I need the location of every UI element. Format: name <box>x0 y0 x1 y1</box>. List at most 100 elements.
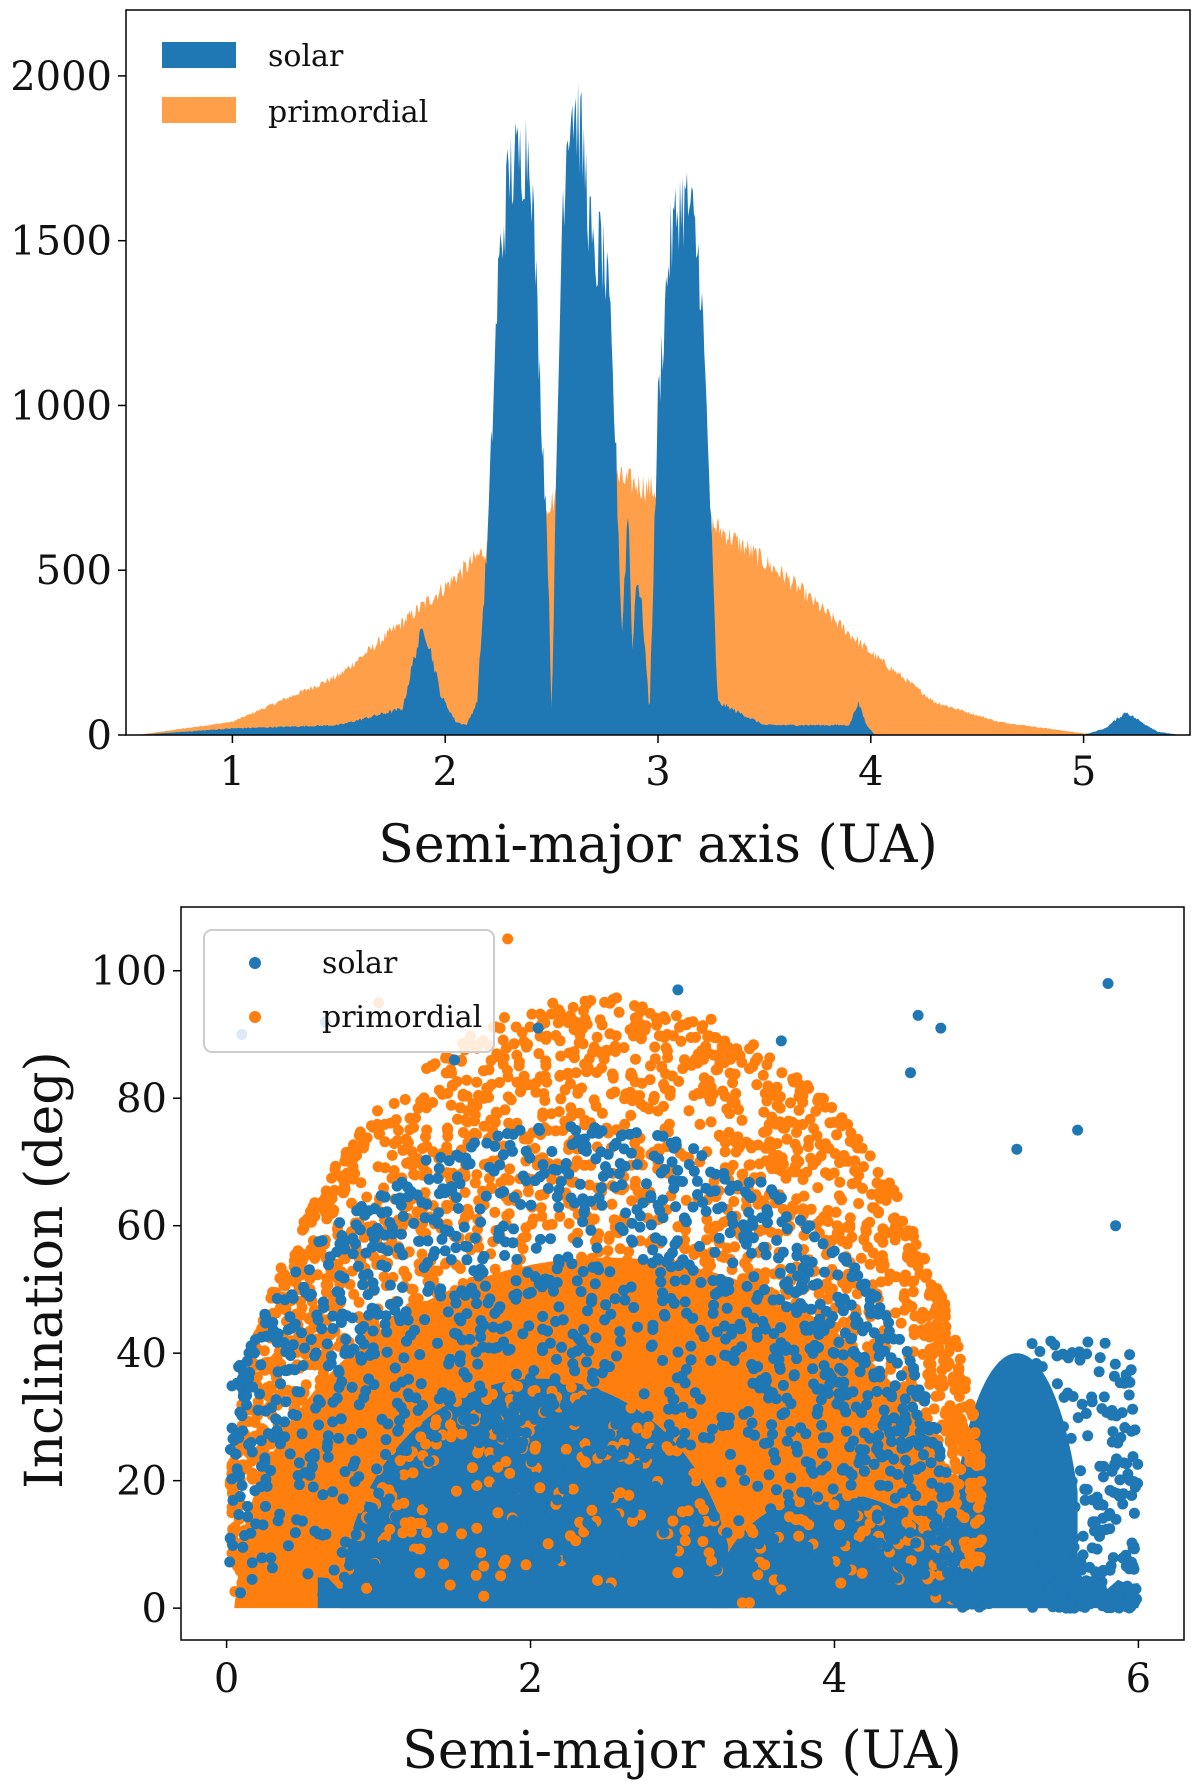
primordial-point <box>414 1543 426 1555</box>
solar-point <box>743 1537 755 1549</box>
primordial-point <box>451 1076 463 1088</box>
primordial-point <box>833 1190 845 1202</box>
primordial-point <box>744 1597 755 1609</box>
solar-point <box>726 1211 738 1222</box>
solar-point <box>437 1183 449 1195</box>
solar-point <box>438 1473 450 1485</box>
solar-point <box>1117 1498 1129 1510</box>
primordial-point <box>502 933 514 945</box>
primordial-point <box>698 1504 710 1515</box>
solar-point <box>530 1471 542 1483</box>
primordial-point <box>614 1243 626 1255</box>
primordial-point <box>719 1146 731 1158</box>
solar-point <box>577 1193 589 1205</box>
solar-point <box>849 1262 861 1274</box>
solar-point <box>436 1233 448 1245</box>
primordial-point <box>432 1328 443 1340</box>
primordial-point <box>915 1313 927 1325</box>
primordial-point <box>733 1141 745 1153</box>
primordial-point <box>899 1288 911 1300</box>
solar-point <box>874 1537 886 1549</box>
solar-point <box>371 1463 383 1475</box>
primordial-point <box>514 1307 525 1319</box>
solar-point <box>1093 1366 1105 1378</box>
solar-point <box>816 1447 828 1459</box>
primordial-point <box>592 1574 603 1586</box>
solar-point <box>391 1397 403 1409</box>
solar-point <box>546 1146 558 1157</box>
primordial-point <box>445 1099 457 1111</box>
solar-point <box>596 1434 608 1446</box>
solar-point <box>450 1242 462 1254</box>
solar-low-inclination-band <box>317 1576 1139 1609</box>
solar-point <box>760 1372 772 1383</box>
primordial-point <box>875 1262 887 1274</box>
primordial-point <box>574 1107 586 1119</box>
solar-point <box>910 1537 922 1549</box>
solar-point <box>658 1309 670 1320</box>
solar-point <box>681 1363 692 1375</box>
solar-point <box>1069 1501 1081 1513</box>
solar-point <box>370 1514 382 1525</box>
solar-point <box>242 1500 253 1512</box>
solar-point <box>1051 1378 1063 1390</box>
primordial-point <box>564 1269 576 1281</box>
primordial-point <box>719 1435 731 1447</box>
solar-point <box>340 1344 352 1356</box>
solar-point <box>474 1402 486 1414</box>
scatter-legend-box <box>203 929 495 1053</box>
solar-point <box>395 1228 407 1240</box>
primordial-point <box>520 1041 532 1053</box>
primordial-point <box>811 1130 823 1142</box>
solar-point <box>443 1396 455 1407</box>
solar-point <box>913 1388 925 1399</box>
solar-point <box>440 1409 452 1421</box>
solar-point <box>693 1515 705 1527</box>
solar-point <box>827 1311 839 1323</box>
solar-point <box>393 1242 405 1254</box>
solar-point <box>685 1354 697 1366</box>
primordial-point <box>415 1518 427 1529</box>
primordial-point <box>446 1067 458 1079</box>
solar-point <box>313 1419 325 1431</box>
solar-point <box>762 1208 774 1220</box>
solar-point <box>435 1151 447 1163</box>
primordial-point <box>803 1082 815 1094</box>
solar-point <box>1126 1537 1138 1549</box>
scatter-y-tick-label: 100 <box>91 949 167 995</box>
solar-point <box>931 1513 943 1525</box>
solar-point <box>476 1386 488 1398</box>
primordial-point <box>737 1168 749 1180</box>
solar-point <box>308 1451 320 1463</box>
solar-point <box>460 1588 472 1600</box>
solar-point <box>487 1518 499 1530</box>
solar-point <box>886 1391 898 1403</box>
primordial-point <box>596 1062 608 1074</box>
solar-point <box>571 1275 583 1287</box>
solar-point <box>616 1179 628 1191</box>
solar-point <box>492 1130 504 1142</box>
solar-point <box>596 1125 608 1137</box>
solar-point <box>368 1284 380 1296</box>
solar-point <box>507 1515 519 1527</box>
solar-point <box>270 1413 282 1425</box>
solar-point <box>1075 1465 1086 1477</box>
solar-point <box>430 1431 442 1443</box>
primordial-point <box>718 1057 730 1069</box>
primordial-point <box>469 1115 480 1127</box>
primordial-point <box>574 1516 586 1528</box>
primordial-point <box>741 1505 752 1517</box>
solar-point <box>511 1288 523 1300</box>
solar-point <box>715 1476 727 1488</box>
primordial-point <box>667 1515 679 1527</box>
solar-point <box>677 1176 688 1187</box>
primordial-point <box>644 1301 656 1313</box>
primordial-point <box>661 1441 673 1453</box>
solar-point <box>474 1203 486 1215</box>
primordial-point <box>813 1288 825 1300</box>
primordial-point <box>853 1198 865 1209</box>
solar-point <box>899 1393 911 1405</box>
primordial-point <box>536 1011 548 1023</box>
primordial-point <box>701 1265 713 1277</box>
solar-point <box>816 1419 828 1431</box>
